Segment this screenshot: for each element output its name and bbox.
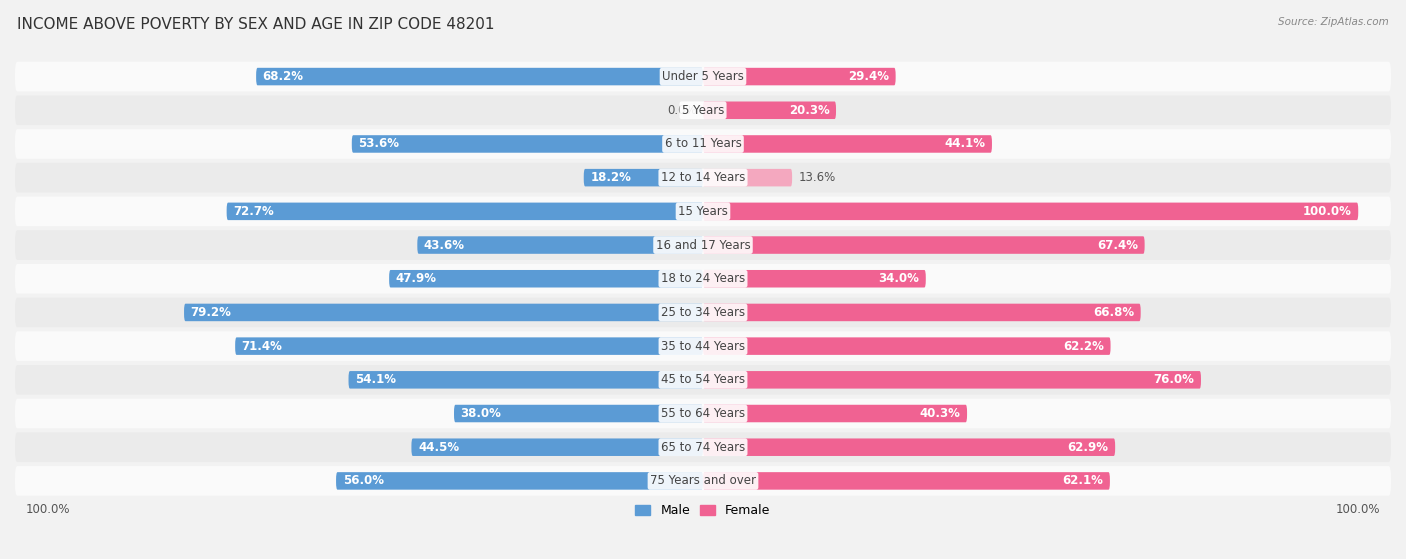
Text: 13.6%: 13.6% [799, 171, 837, 184]
Text: 25 to 34 Years: 25 to 34 Years [661, 306, 745, 319]
Text: 20.3%: 20.3% [789, 104, 830, 117]
Text: 12 to 14 Years: 12 to 14 Years [661, 171, 745, 184]
Text: 18.2%: 18.2% [591, 171, 631, 184]
FancyBboxPatch shape [15, 433, 1391, 462]
FancyBboxPatch shape [15, 297, 1391, 327]
Text: 16 and 17 Years: 16 and 17 Years [655, 239, 751, 252]
FancyBboxPatch shape [703, 236, 1144, 254]
FancyBboxPatch shape [703, 304, 1140, 321]
Text: 53.6%: 53.6% [359, 138, 399, 150]
Text: 43.6%: 43.6% [423, 239, 465, 252]
Text: 100.0%: 100.0% [1303, 205, 1351, 218]
FancyBboxPatch shape [703, 169, 792, 186]
FancyBboxPatch shape [15, 365, 1391, 395]
Text: 72.7%: 72.7% [233, 205, 274, 218]
FancyBboxPatch shape [703, 102, 837, 119]
FancyBboxPatch shape [703, 371, 1201, 389]
Text: 55 to 64 Years: 55 to 64 Years [661, 407, 745, 420]
Text: 18 to 24 Years: 18 to 24 Years [661, 272, 745, 285]
FancyBboxPatch shape [703, 270, 925, 287]
FancyBboxPatch shape [15, 264, 1391, 293]
FancyBboxPatch shape [349, 371, 703, 389]
Text: 34.0%: 34.0% [879, 272, 920, 285]
FancyBboxPatch shape [235, 338, 703, 355]
Text: 35 to 44 Years: 35 to 44 Years [661, 340, 745, 353]
FancyBboxPatch shape [583, 169, 703, 186]
Text: 44.1%: 44.1% [945, 138, 986, 150]
FancyBboxPatch shape [15, 331, 1391, 361]
FancyBboxPatch shape [336, 472, 703, 490]
Text: 62.1%: 62.1% [1063, 475, 1104, 487]
Text: 54.1%: 54.1% [356, 373, 396, 386]
FancyBboxPatch shape [352, 135, 703, 153]
Text: 66.8%: 66.8% [1092, 306, 1135, 319]
Text: 38.0%: 38.0% [461, 407, 502, 420]
Text: 40.3%: 40.3% [920, 407, 960, 420]
Text: 6 to 11 Years: 6 to 11 Years [665, 138, 741, 150]
FancyBboxPatch shape [389, 270, 703, 287]
Text: 0.0%: 0.0% [666, 104, 696, 117]
FancyBboxPatch shape [15, 163, 1391, 192]
Text: 29.4%: 29.4% [848, 70, 889, 83]
Legend: Male, Female: Male, Female [630, 499, 776, 522]
FancyBboxPatch shape [412, 438, 703, 456]
FancyBboxPatch shape [184, 304, 703, 321]
FancyBboxPatch shape [703, 68, 896, 86]
FancyBboxPatch shape [15, 96, 1391, 125]
Text: INCOME ABOVE POVERTY BY SEX AND AGE IN ZIP CODE 48201: INCOME ABOVE POVERTY BY SEX AND AGE IN Z… [17, 17, 495, 32]
FancyBboxPatch shape [15, 61, 1391, 91]
FancyBboxPatch shape [703, 338, 1111, 355]
FancyBboxPatch shape [454, 405, 703, 422]
FancyBboxPatch shape [703, 472, 1109, 490]
Text: 68.2%: 68.2% [263, 70, 304, 83]
Text: 67.4%: 67.4% [1097, 239, 1137, 252]
FancyBboxPatch shape [226, 202, 703, 220]
Text: 79.2%: 79.2% [191, 306, 232, 319]
FancyBboxPatch shape [256, 68, 703, 86]
Text: 5 Years: 5 Years [682, 104, 724, 117]
Text: 62.2%: 62.2% [1063, 340, 1104, 353]
Text: 45 to 54 Years: 45 to 54 Years [661, 373, 745, 386]
FancyBboxPatch shape [703, 405, 967, 422]
FancyBboxPatch shape [15, 399, 1391, 428]
Text: 44.5%: 44.5% [418, 440, 460, 454]
Text: Under 5 Years: Under 5 Years [662, 70, 744, 83]
Text: 62.9%: 62.9% [1067, 440, 1108, 454]
FancyBboxPatch shape [703, 202, 1358, 220]
Text: 76.0%: 76.0% [1153, 373, 1195, 386]
FancyBboxPatch shape [15, 466, 1391, 496]
Text: Source: ZipAtlas.com: Source: ZipAtlas.com [1278, 17, 1389, 27]
Text: 15 Years: 15 Years [678, 205, 728, 218]
FancyBboxPatch shape [15, 230, 1391, 260]
Text: 71.4%: 71.4% [242, 340, 283, 353]
FancyBboxPatch shape [703, 135, 993, 153]
Text: 56.0%: 56.0% [343, 475, 384, 487]
Text: 47.9%: 47.9% [395, 272, 437, 285]
FancyBboxPatch shape [15, 129, 1391, 159]
FancyBboxPatch shape [418, 236, 703, 254]
FancyBboxPatch shape [703, 438, 1115, 456]
Text: 75 Years and over: 75 Years and over [650, 475, 756, 487]
FancyBboxPatch shape [15, 197, 1391, 226]
Text: 65 to 74 Years: 65 to 74 Years [661, 440, 745, 454]
